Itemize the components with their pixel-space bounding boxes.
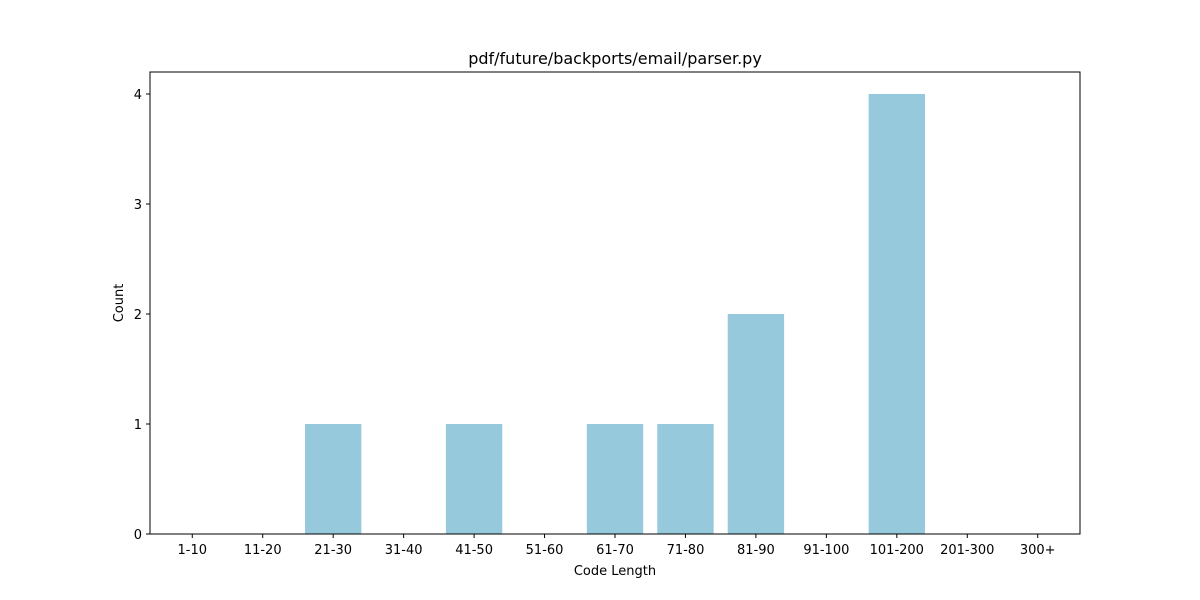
chart-title: pdf/future/backports/email/parser.py bbox=[468, 49, 762, 68]
x-tick-label: 71-80 bbox=[667, 543, 705, 558]
y-tick-label: 0 bbox=[134, 528, 142, 543]
x-tick-label: 101-200 bbox=[870, 543, 924, 558]
bar-101-200 bbox=[868, 94, 925, 534]
x-tick-label: 300+ bbox=[1020, 543, 1056, 558]
y-axis-label: Count bbox=[112, 284, 127, 323]
x-tick-label: 91-100 bbox=[803, 543, 849, 558]
bar-61-70 bbox=[586, 424, 644, 534]
bars-group bbox=[305, 94, 925, 534]
plot-frame bbox=[149, 71, 1081, 535]
x-tick-label: 31-40 bbox=[385, 543, 423, 558]
y-tick-label: 1 bbox=[134, 418, 142, 433]
x-tick-label: 1-10 bbox=[178, 543, 208, 558]
y-axis-ticks: 0 1 2 3 4 bbox=[134, 88, 150, 543]
y-tick-label: 3 bbox=[134, 198, 142, 213]
x-tick-label: 21-30 bbox=[314, 543, 352, 558]
x-tick-label: 201-300 bbox=[940, 543, 994, 558]
x-tick-label: 61-70 bbox=[596, 543, 634, 558]
x-tick-label: 81-90 bbox=[737, 543, 775, 558]
x-tick-label: 11-20 bbox=[244, 543, 282, 558]
x-tick-label: 51-60 bbox=[526, 543, 564, 558]
x-tick-label: 41-50 bbox=[455, 543, 493, 558]
y-tick-label: 2 bbox=[134, 308, 142, 323]
x-axis-label: Code Length bbox=[574, 564, 656, 579]
y-tick-label: 4 bbox=[134, 88, 142, 103]
bar-71-80 bbox=[657, 424, 714, 534]
bar-21-30 bbox=[305, 424, 362, 534]
bar-81-90 bbox=[727, 314, 785, 534]
x-axis-ticks: 1-10 11-20 21-30 31-40 41-50 51-60 61-70 71-80 8… bbox=[178, 534, 1056, 558]
bar-41-50 bbox=[445, 424, 503, 534]
